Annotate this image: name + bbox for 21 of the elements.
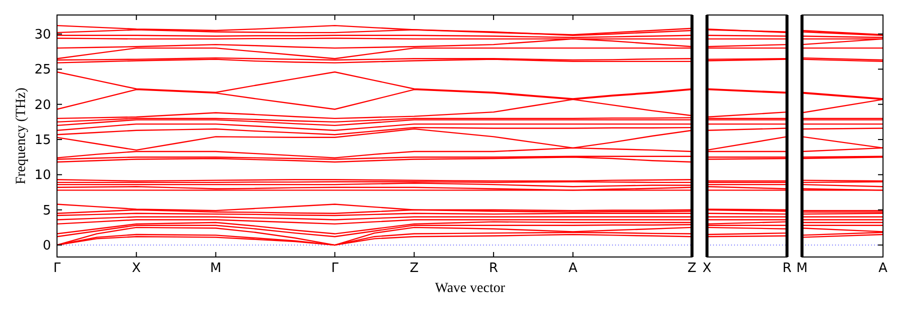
x-axis-title: Wave vector (435, 281, 506, 296)
y-axis-title: Frequency (THz) (14, 87, 29, 184)
x-tick-label: A (878, 261, 888, 276)
x-tick-label: A (568, 261, 578, 276)
x-tick-label: R (489, 261, 498, 276)
x-tick-label: Z (688, 261, 697, 276)
x-tick-label: X (132, 261, 141, 276)
x-tick-label: M (796, 261, 808, 276)
x-tick-label: Z (410, 261, 419, 276)
x-tick-label: Γ (331, 261, 340, 276)
y-tick-label: 10 (34, 168, 51, 184)
x-tick-label: Γ (53, 261, 62, 276)
y-tick-label: 20 (34, 98, 51, 113)
x-tick-label: X (702, 261, 712, 276)
y-tick-label: 15 (34, 133, 51, 148)
x-tick-label: M (210, 261, 222, 276)
x-tick-label: R (782, 261, 792, 276)
y-tick-label: 25 (34, 62, 51, 78)
y-tick-label: 30 (34, 28, 51, 43)
y-tick-label: 5 (42, 203, 51, 218)
y-tick-label: 0 (42, 238, 51, 254)
